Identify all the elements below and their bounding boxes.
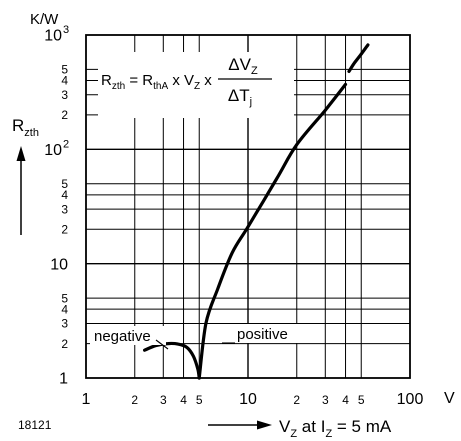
plot-frame bbox=[85, 34, 411, 379]
y-tick-label: 5 bbox=[61, 291, 68, 305]
series-negative-line bbox=[143, 341, 201, 380]
positive-annotation: positive bbox=[222, 324, 312, 344]
x-tick-label: 1 bbox=[82, 391, 91, 408]
y-axis-title-sub: zth bbox=[24, 127, 39, 139]
y-axis-title-main: R bbox=[12, 116, 24, 135]
curves bbox=[143, 43, 370, 380]
y-axis-title: Rzth bbox=[12, 116, 39, 235]
x-axis-arrow-head bbox=[257, 420, 272, 430]
x-tick-label: 5 bbox=[196, 393, 203, 407]
x-tick-label: 100 bbox=[397, 391, 424, 408]
formula-annotation: Rzth = RthA x VZ x ΔVZ ΔTj bbox=[98, 52, 294, 118]
y-tick-label: 3 bbox=[61, 88, 68, 102]
y-tick-exponent: 3 bbox=[63, 24, 69, 36]
negative-annotation: negative bbox=[90, 326, 169, 350]
x-axis-title: VZ at IZ = 5 mA bbox=[208, 417, 392, 440]
y-tick-label: 4 bbox=[61, 188, 68, 202]
y-tick-label: 10 bbox=[44, 142, 62, 159]
svg-text:ΔVZ: ΔVZ bbox=[228, 55, 258, 77]
svg-text:Rzth = RthA x VZ x: Rzth = RthA x VZ x bbox=[101, 72, 212, 92]
y-tick-label: 2 bbox=[61, 222, 68, 236]
svg-text:Rzth: Rzth bbox=[12, 116, 39, 139]
y-tick-label: 4 bbox=[61, 302, 68, 316]
y-tick-label: 10 bbox=[44, 28, 62, 45]
x-axis-title-text: VZ at IZ = 5 mA bbox=[279, 417, 392, 440]
y-tick-label: 5 bbox=[61, 177, 68, 191]
y-tick-label: 2 bbox=[61, 337, 68, 351]
y-tick-label: 4 bbox=[61, 74, 68, 88]
grid-lines bbox=[86, 35, 410, 378]
y-tick-label: 2 bbox=[61, 108, 68, 122]
y-tick-label: 3 bbox=[61, 317, 68, 331]
y-tick-label: 1 bbox=[59, 371, 68, 388]
y-unit-label: K/W bbox=[30, 11, 59, 28]
series-positive-line bbox=[347, 43, 370, 73]
svg-text:positive: positive bbox=[237, 326, 288, 343]
svg-text:ΔTj: ΔTj bbox=[228, 86, 252, 108]
y-tick-label: 10 bbox=[50, 256, 68, 273]
series-positive-line bbox=[197, 82, 348, 380]
y-tick-label: 3 bbox=[61, 202, 68, 216]
figure-id: 18121 bbox=[18, 418, 52, 432]
x-tick-label: 2 bbox=[131, 393, 138, 407]
x-tick-label: 4 bbox=[342, 393, 349, 407]
x-tick-label: 5 bbox=[358, 393, 365, 407]
y-tick-exponent: 2 bbox=[63, 138, 69, 150]
svg-text:negative: negative bbox=[94, 328, 151, 345]
x-tick-label: 2 bbox=[293, 393, 300, 407]
x-tick-label: 4 bbox=[180, 393, 187, 407]
y-tick-label: 5 bbox=[61, 63, 68, 77]
x-unit-label: V bbox=[444, 390, 455, 407]
y-axis-arrow-head bbox=[16, 146, 26, 161]
x-tick-label: 3 bbox=[160, 393, 167, 407]
x-tick-label: 10 bbox=[239, 391, 257, 408]
x-tick-label: 3 bbox=[322, 393, 329, 407]
formula-box bbox=[98, 52, 294, 118]
